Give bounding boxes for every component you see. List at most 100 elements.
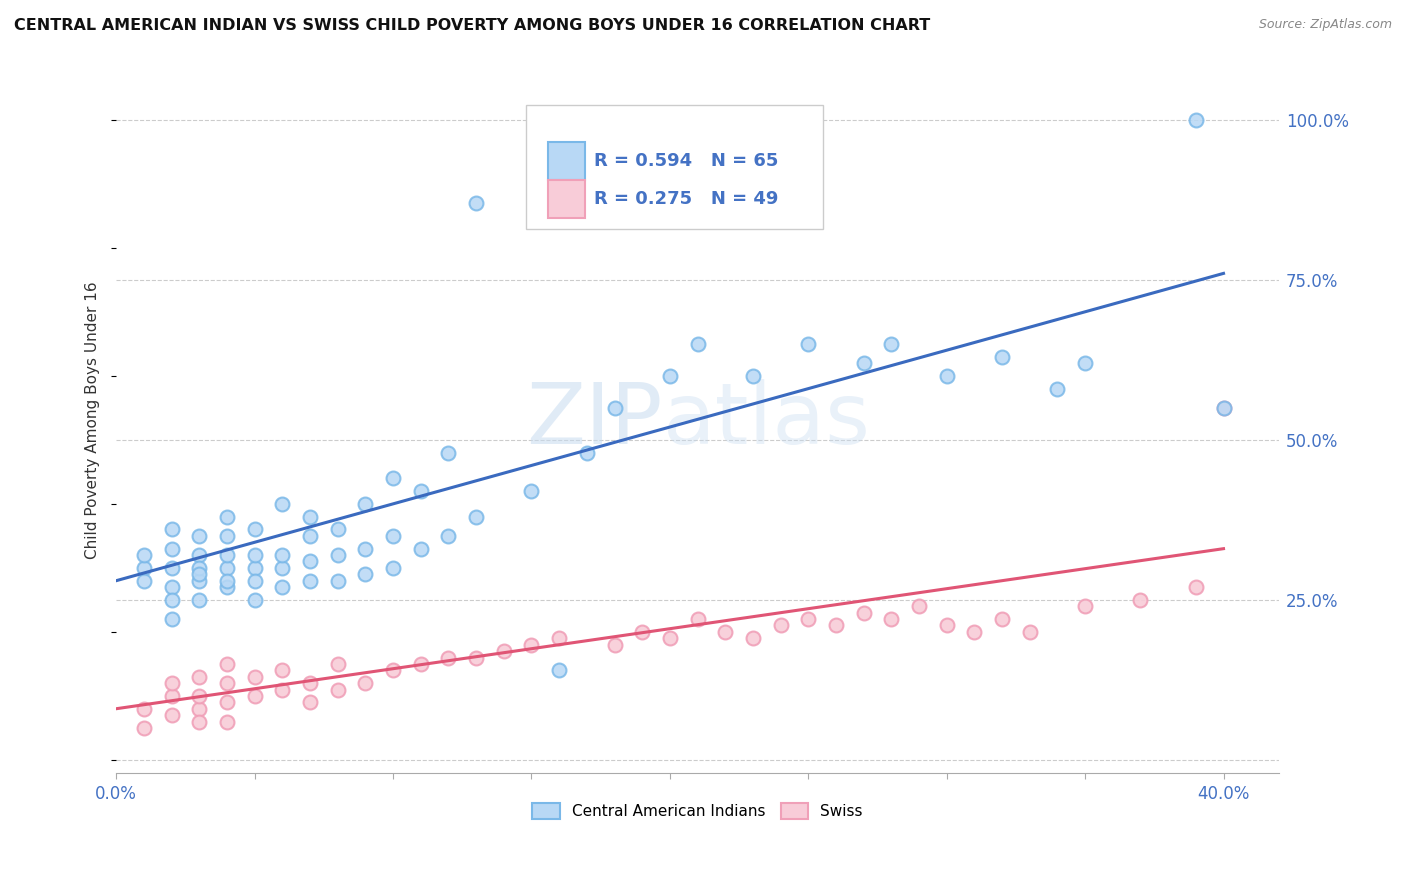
Point bbox=[132, 561, 155, 575]
Point bbox=[188, 574, 211, 588]
Point bbox=[1074, 599, 1097, 614]
Point bbox=[326, 548, 349, 562]
Point bbox=[188, 714, 211, 729]
Point bbox=[132, 548, 155, 562]
Point bbox=[326, 657, 349, 671]
Point bbox=[299, 554, 322, 568]
Point bbox=[188, 567, 211, 582]
Point bbox=[215, 509, 238, 524]
Point bbox=[271, 663, 294, 677]
Text: atlas: atlas bbox=[662, 379, 870, 462]
Point bbox=[880, 336, 903, 351]
Point bbox=[852, 356, 875, 370]
Point bbox=[603, 638, 626, 652]
Point bbox=[271, 682, 294, 697]
Text: ZIP: ZIP bbox=[526, 379, 662, 462]
Point bbox=[243, 689, 266, 703]
Point bbox=[935, 368, 957, 383]
Point bbox=[1018, 624, 1040, 639]
Point bbox=[963, 624, 986, 639]
Point bbox=[299, 574, 322, 588]
Point bbox=[991, 350, 1014, 364]
Point bbox=[1046, 382, 1069, 396]
Point bbox=[1129, 593, 1152, 607]
Legend: Central American Indians, Swiss: Central American Indians, Swiss bbox=[526, 797, 869, 825]
Point bbox=[520, 638, 543, 652]
Point bbox=[686, 612, 709, 626]
Point bbox=[991, 612, 1014, 626]
Point bbox=[492, 644, 515, 658]
Text: R = 0.275   N = 49: R = 0.275 N = 49 bbox=[595, 190, 779, 208]
Point bbox=[188, 548, 211, 562]
Point bbox=[271, 548, 294, 562]
Point bbox=[215, 580, 238, 594]
Point bbox=[160, 612, 183, 626]
Point bbox=[797, 336, 820, 351]
Point bbox=[437, 529, 460, 543]
Text: Source: ZipAtlas.com: Source: ZipAtlas.com bbox=[1258, 18, 1392, 31]
Point bbox=[742, 632, 765, 646]
Point bbox=[465, 509, 488, 524]
Point bbox=[686, 336, 709, 351]
Point bbox=[215, 529, 238, 543]
Point bbox=[188, 593, 211, 607]
Point bbox=[215, 695, 238, 709]
Point bbox=[382, 561, 405, 575]
Point bbox=[132, 702, 155, 716]
Point bbox=[160, 523, 183, 537]
FancyBboxPatch shape bbox=[547, 143, 585, 180]
Point bbox=[1212, 401, 1234, 415]
Point bbox=[160, 593, 183, 607]
Point bbox=[935, 618, 957, 632]
Point bbox=[188, 561, 211, 575]
Text: CENTRAL AMERICAN INDIAN VS SWISS CHILD POVERTY AMONG BOYS UNDER 16 CORRELATION C: CENTRAL AMERICAN INDIAN VS SWISS CHILD P… bbox=[14, 18, 931, 33]
Point bbox=[631, 624, 654, 639]
Point bbox=[132, 574, 155, 588]
Point bbox=[908, 599, 931, 614]
Point bbox=[465, 196, 488, 211]
Point bbox=[354, 497, 377, 511]
Point bbox=[714, 624, 737, 639]
Point bbox=[409, 657, 432, 671]
Point bbox=[354, 676, 377, 690]
Text: R = 0.594   N = 65: R = 0.594 N = 65 bbox=[595, 153, 779, 170]
Point bbox=[825, 618, 848, 632]
Point bbox=[852, 606, 875, 620]
Point bbox=[326, 574, 349, 588]
Point bbox=[354, 541, 377, 556]
Point bbox=[658, 368, 681, 383]
Point bbox=[299, 676, 322, 690]
Point bbox=[465, 650, 488, 665]
Point bbox=[409, 484, 432, 499]
Point bbox=[188, 702, 211, 716]
Point bbox=[243, 548, 266, 562]
Point bbox=[382, 663, 405, 677]
Point bbox=[797, 612, 820, 626]
Point bbox=[437, 445, 460, 459]
Point bbox=[548, 663, 571, 677]
Point bbox=[243, 561, 266, 575]
Point bbox=[299, 695, 322, 709]
FancyBboxPatch shape bbox=[547, 179, 585, 218]
Point bbox=[132, 721, 155, 735]
Point bbox=[1074, 356, 1097, 370]
Point bbox=[1212, 401, 1234, 415]
Point bbox=[243, 574, 266, 588]
Point bbox=[575, 445, 598, 459]
Point bbox=[382, 471, 405, 485]
Point bbox=[299, 529, 322, 543]
Point bbox=[603, 401, 626, 415]
Point bbox=[160, 541, 183, 556]
Point bbox=[326, 523, 349, 537]
Y-axis label: Child Poverty Among Boys Under 16: Child Poverty Among Boys Under 16 bbox=[86, 282, 100, 559]
Point bbox=[215, 714, 238, 729]
Point bbox=[382, 529, 405, 543]
Point bbox=[215, 548, 238, 562]
Point bbox=[880, 612, 903, 626]
Point bbox=[188, 689, 211, 703]
Point bbox=[326, 682, 349, 697]
Point bbox=[354, 567, 377, 582]
Point bbox=[271, 561, 294, 575]
Point bbox=[215, 676, 238, 690]
Point bbox=[215, 561, 238, 575]
